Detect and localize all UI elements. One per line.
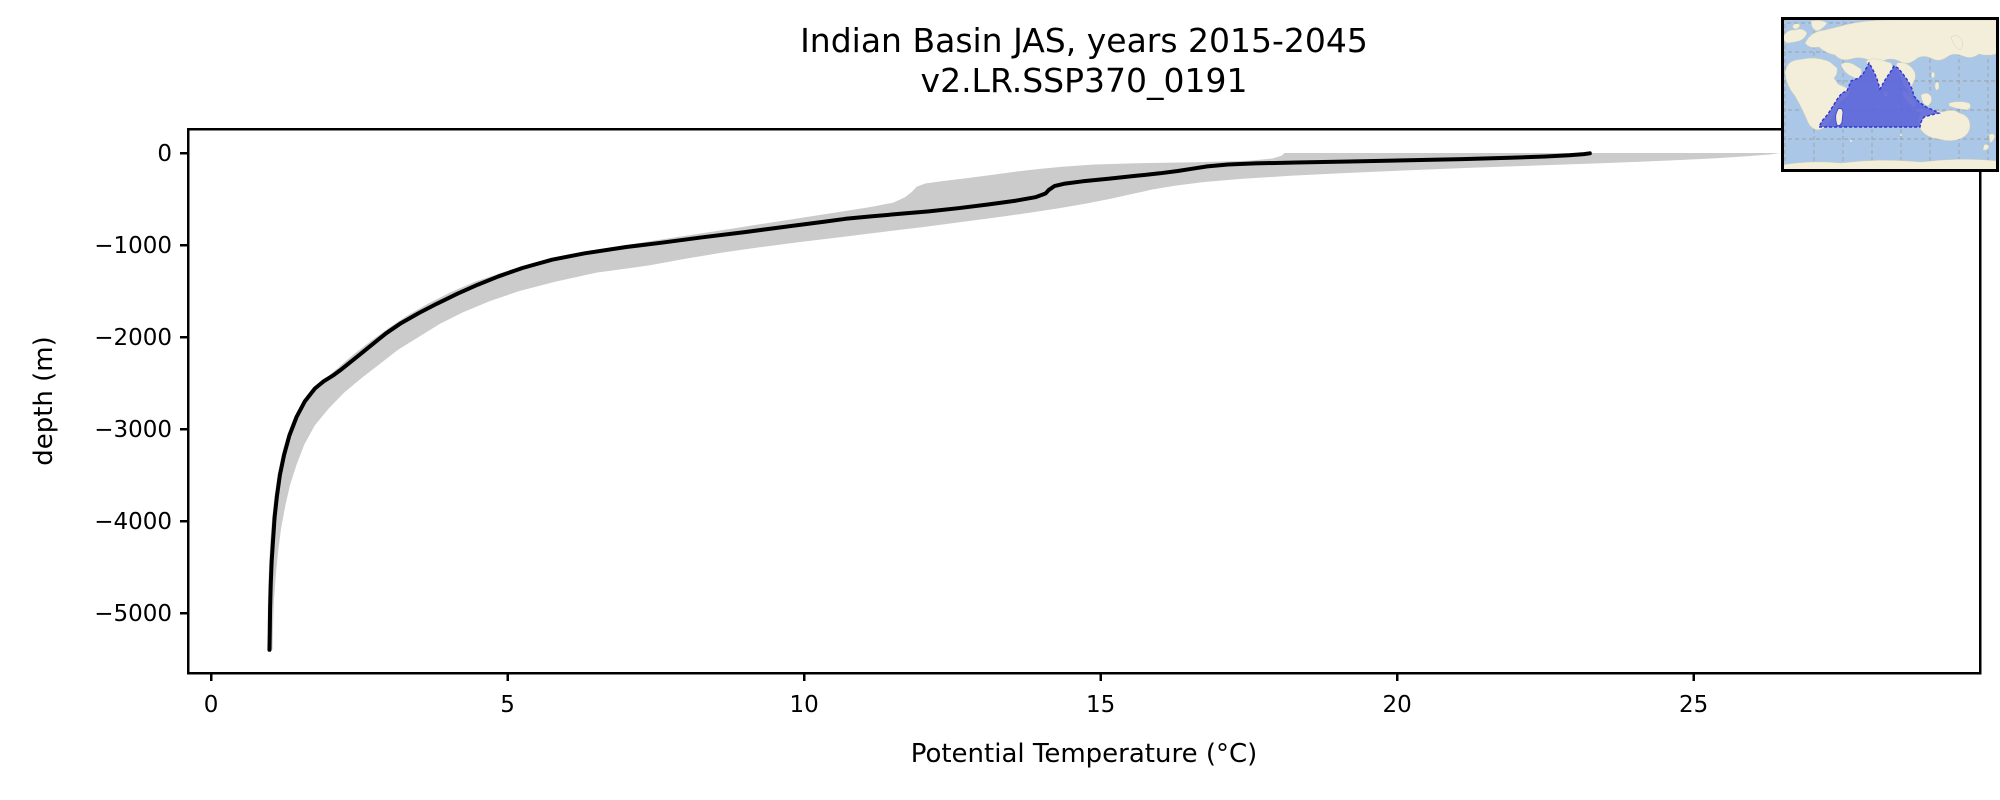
x-tick-label: 20 — [1382, 692, 1411, 718]
y-tick-label: 0 — [157, 141, 172, 167]
map-island-dot — [1850, 140, 1852, 142]
map-antarctica — [1781, 159, 1999, 172]
x-axis: 0 5 10 15 20 25 — [204, 673, 1708, 718]
map-new-zealand-north — [1988, 133, 1996, 144]
map-landmasses — [1781, 19, 1999, 172]
x-tick-label: 25 — [1679, 692, 1708, 718]
y-tick-label: −3000 — [94, 417, 172, 443]
map-philippines — [1934, 81, 1940, 91]
map-australia — [1918, 109, 1971, 141]
map-new-guinea — [1948, 101, 1971, 111]
axes-spines — [186, 127, 1982, 675]
y-axis-label: depth (m) — [29, 336, 59, 466]
map-island-dot — [1900, 134, 1902, 136]
y-axis: 0 −1000 −2000 −3000 −4000 −5000 — [94, 141, 188, 627]
x-tick-label: 5 — [500, 692, 515, 718]
map-borneo — [1920, 93, 1932, 107]
map-britain — [1792, 23, 1801, 30]
map-basin-group — [1817, 61, 1942, 128]
y-tick-label: −5000 — [94, 601, 172, 627]
map-taiwan — [1931, 71, 1935, 79]
map-arabia — [1840, 62, 1862, 80]
map-scandinavia — [1810, 20, 1828, 32]
y-tick-label: −4000 — [94, 509, 172, 535]
y-tick-label: −2000 — [94, 325, 172, 351]
mean-profile-line — [267, 151, 1592, 652]
x-tick-label: 15 — [1086, 692, 1115, 718]
x-tick-label: 0 — [204, 692, 219, 718]
x-axis-label: Potential Temperature (°C) — [911, 739, 1258, 769]
map-europe — [1782, 28, 1808, 44]
map-frame — [1781, 17, 1999, 172]
minmax-envelope-band — [267, 153, 1780, 650]
x-tick-label: 10 — [789, 692, 818, 718]
chart-title: Indian Basin JAS, years 2015-2045 — [800, 21, 1368, 60]
map-madagascar — [1835, 108, 1844, 126]
plot-area — [267, 151, 1780, 652]
map-japan — [1950, 35, 1963, 51]
region-locator-map — [1781, 17, 1999, 172]
y-tick-label: −1000 — [94, 233, 172, 259]
chart-subtitle: v2.LR.SSP370_0191 — [921, 61, 1248, 100]
map-indian-basin-region — [1817, 61, 1942, 128]
map-new-zealand-south — [1982, 144, 1990, 151]
